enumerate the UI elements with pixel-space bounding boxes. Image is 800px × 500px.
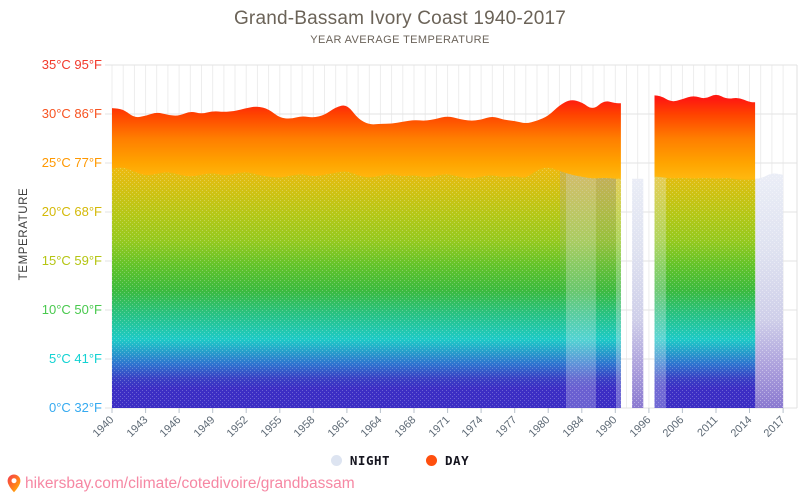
x-axis-ticks — [111, 408, 784, 413]
night-only-area — [632, 173, 784, 408]
day-legend-label: DAY — [445, 453, 470, 468]
y-axis-label: 5°C 41°F — [48, 351, 102, 366]
location-pin-icon — [7, 474, 21, 493]
chart-title: Grand-Bassam Ivory Coast 1940-2017 — [233, 8, 567, 29]
y-axis-label: 35°C 95°F — [41, 57, 102, 72]
night-legend-label: NIGHT — [349, 453, 391, 468]
chart-header: Grand-Bassam Ivory Coast 1940-2017 YEAR … — [0, 0, 800, 46]
y-axis-label: 15°C 59°F — [41, 253, 102, 268]
legend-item-day[interactable]: DAY — [426, 453, 469, 468]
night-area — [112, 167, 756, 408]
footer: hikersbay.com/climate/cotedivoire/grandb… — [7, 474, 355, 493]
y-axis-label: 10°C 50°F — [41, 302, 102, 317]
y-axis-label: 25°C 77°F — [41, 155, 102, 170]
footer-url[interactable]: hikersbay.com/climate/cotedivoire/grandb… — [25, 474, 355, 492]
y-axis-label: 30°C 86°F — [41, 106, 102, 121]
chart-subtitle: YEAR AVERAGE TEMPERATURE — [310, 34, 490, 46]
day-legend-dot — [426, 455, 438, 466]
legend-item-night[interactable]: NIGHT — [330, 453, 391, 468]
night-legend-dot — [330, 455, 342, 466]
legend: NIGHT DAY — [0, 453, 800, 468]
y-axis-label: 0°C 32°F — [48, 400, 102, 415]
y-axis-label: 20°C 68°F — [41, 204, 102, 219]
